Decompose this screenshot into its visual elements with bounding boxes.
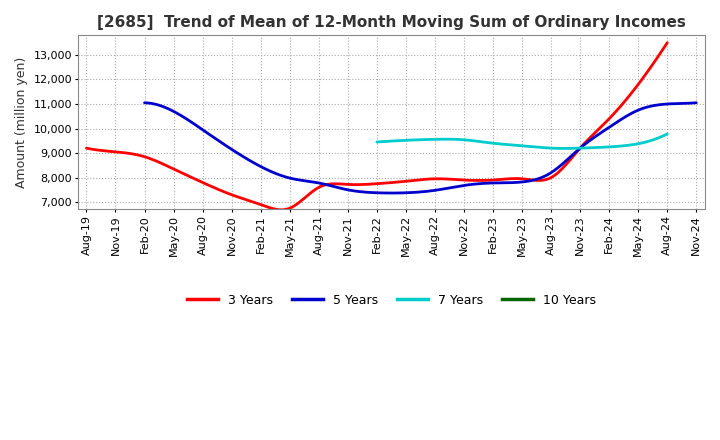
- 3 Years: [84, 146, 93, 151]
- 5 Years: [642, 105, 651, 110]
- Line: 5 Years: 5 Years: [145, 103, 696, 193]
- 5 Years: [140, 100, 149, 106]
- 7 Years: [544, 145, 553, 150]
- 5 Years: [607, 123, 616, 128]
- 5 Years: [387, 191, 396, 196]
- 7 Years: [636, 140, 645, 146]
- 7 Years: [550, 146, 559, 151]
- 7 Years: [372, 139, 381, 145]
- 5 Years: [692, 100, 701, 106]
- Title: [2685]  Trend of Mean of 12-Month Moving Sum of Ordinary Incomes: [2685] Trend of Mean of 12-Month Moving …: [97, 15, 686, 30]
- 5 Years: [142, 100, 150, 106]
- 3 Years: [82, 146, 91, 151]
- 7 Years: [546, 146, 554, 151]
- 5 Years: [469, 182, 477, 187]
- Y-axis label: Amount (million yen): Amount (million yen): [15, 57, 28, 188]
- 5 Years: [471, 181, 480, 187]
- 3 Years: [276, 207, 285, 213]
- 3 Years: [611, 110, 619, 115]
- 7 Years: [618, 143, 627, 149]
- 3 Years: [428, 176, 436, 182]
- 5 Years: [480, 181, 488, 186]
- Line: 7 Years: 7 Years: [377, 134, 667, 148]
- 3 Years: [439, 176, 448, 182]
- 3 Years: [574, 148, 582, 154]
- Line: 3 Years: 3 Years: [86, 43, 667, 210]
- 7 Years: [374, 139, 382, 145]
- 7 Years: [560, 146, 569, 151]
- Legend: 3 Years, 5 Years, 7 Years, 10 Years: 3 Years, 5 Years, 7 Years, 10 Years: [181, 289, 601, 312]
- 7 Years: [663, 131, 672, 136]
- 3 Years: [430, 176, 438, 181]
- 3 Years: [663, 40, 672, 45]
